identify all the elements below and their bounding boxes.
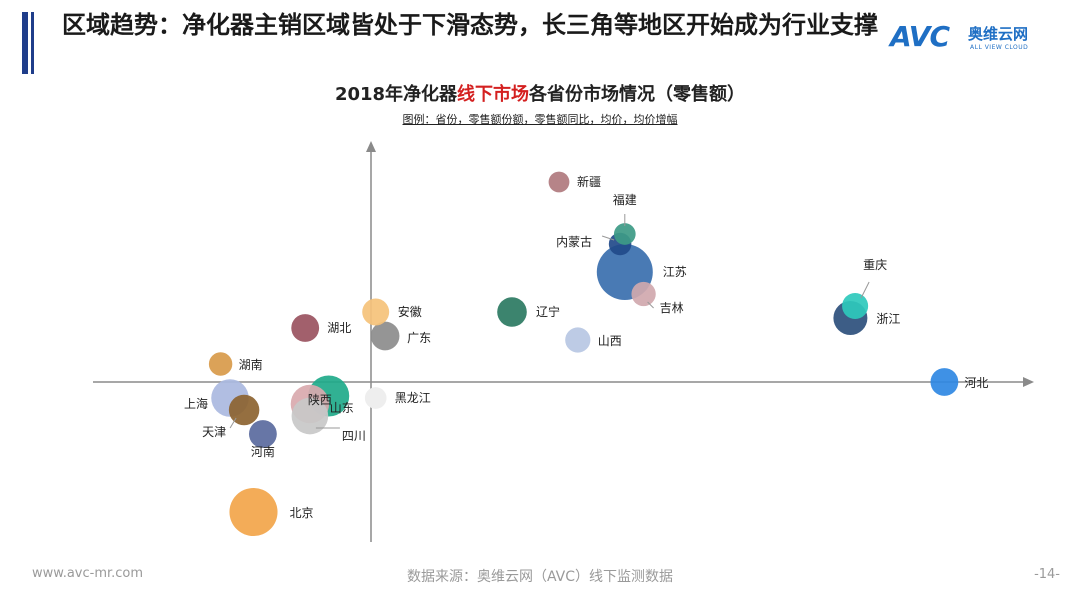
leader-line-5: [860, 281, 870, 299]
bubble-15: [228, 394, 260, 426]
bubble-label-19: 四川: [342, 429, 366, 443]
bubble-label-0: 新疆: [577, 174, 601, 189]
accent-bar-thin: [31, 12, 34, 74]
y-axis-arrow: [366, 141, 376, 152]
bubble-19: [291, 397, 329, 435]
accent-bar-thick: [22, 12, 28, 74]
bubble-label-10: 湖北: [327, 320, 351, 335]
x-axis-arrow: [1023, 377, 1034, 387]
bubble-20: [364, 387, 387, 409]
bubble-0: [548, 171, 570, 193]
bubble-12: [208, 352, 233, 376]
bubble-label-13: 河北: [964, 376, 988, 390]
bubble-4: [631, 281, 656, 307]
chart-title-part-3: 各省份市场情况（零售额）: [529, 84, 746, 105]
bubble-label-8: 山西: [598, 334, 622, 348]
chart-title-part-1: 2018年净化器: [334, 84, 458, 105]
bubble-10: [291, 314, 320, 342]
logo-cn-text: 奥维云网: [968, 25, 1029, 43]
legend-note: 图例：省份，零售额份额，零售额同比，均价，均价增幅: [0, 111, 1080, 127]
footer-source: 数据来源：奥维云网（AVC）线下监测数据: [406, 569, 674, 585]
bubble-label-16: 河南: [251, 444, 275, 459]
bubble-1: [613, 223, 636, 245]
bubble-label-21: 北京: [290, 506, 314, 520]
footer-website[interactable]: www.avc-mr.com: [32, 566, 144, 581]
page-headline: 区域趋势：净化器主销区域皆处于下滑态势，长三角等地区开始成为行业支撑: [62, 11, 878, 39]
bubble-label-17: 山东: [330, 401, 354, 415]
bubble-label-15: 天津: [202, 425, 226, 439]
bubble-7: [497, 297, 527, 327]
bubble-label-9: 安徽: [398, 304, 422, 319]
bubble-label-12: 湖南: [239, 357, 263, 372]
bubble-label-3: 江苏: [663, 265, 687, 279]
bubble-label-18: 陕西: [308, 392, 332, 407]
logo-en-text: ALL VIEW CLOUD: [970, 44, 1029, 51]
bubble-5: [842, 292, 869, 320]
bubble-13: [930, 368, 959, 396]
bubble-9: [362, 298, 390, 326]
title-accent-bar: [22, 12, 34, 74]
bubble-label-1: 福建: [613, 192, 637, 207]
bubble-label-4: 吉林: [660, 301, 684, 315]
bubble-label-7: 辽宁: [536, 304, 560, 319]
chart-title-highlight: 线下市场: [457, 84, 530, 105]
bubble-label-5: 重庆: [863, 258, 887, 272]
bubble-label-2: 内蒙古: [556, 234, 592, 249]
bubble-11: [370, 321, 400, 351]
bubble-16: [248, 420, 277, 448]
chart-title: 2018年净化器线下市场各省份市场情况（零售额）: [0, 80, 1080, 106]
leader-line-2: [601, 235, 615, 241]
bubble-label-14: 上海: [184, 396, 208, 411]
logo-avc-text: AVC: [890, 20, 950, 53]
bubble-8: [565, 327, 591, 353]
avc-logo: AVC 奥维云网 ALL VIEW CLOUD: [890, 20, 1060, 60]
bubble-label-11: 广东: [407, 331, 431, 345]
footer-page-number: -14-: [1034, 567, 1060, 582]
leader-line-4: [647, 301, 654, 309]
bubble-label-20: 黑龙江: [395, 391, 431, 405]
legend-note-text: 图例：省份，零售额份额，零售额同比，均价，均价增幅: [402, 113, 678, 126]
leader-line-15: [229, 417, 237, 429]
bubble-21: [229, 487, 278, 537]
bubble-label-6: 浙江: [876, 312, 900, 326]
